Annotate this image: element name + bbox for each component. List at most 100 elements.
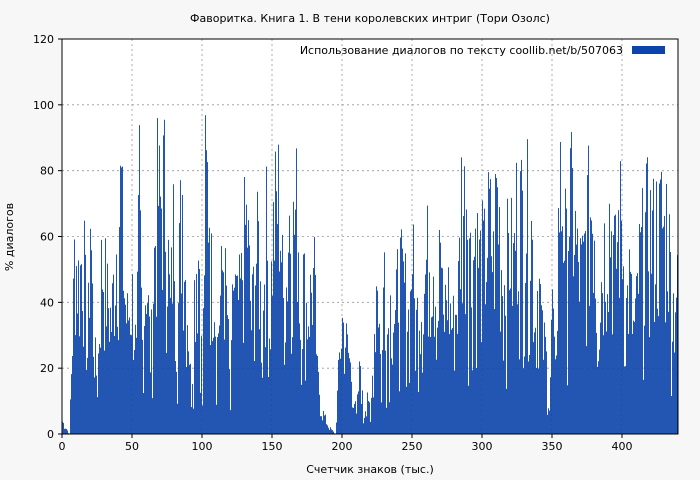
bar [451,329,452,434]
bar [402,248,403,434]
bar [554,336,555,434]
bar [594,240,595,434]
bar [410,291,411,434]
bar [87,357,88,434]
bar [92,283,93,434]
bar [404,282,405,434]
bar [66,428,67,434]
bar [543,359,544,434]
bar [129,317,130,434]
bar [545,336,546,434]
bar [156,316,157,434]
bar [495,174,496,434]
bar [464,166,465,434]
bar [444,331,445,434]
bar [652,210,653,434]
bar [171,247,172,434]
bar [351,381,352,434]
bar [504,285,505,434]
bar [219,325,220,434]
bar [139,125,140,434]
bar [540,284,541,434]
bar [512,305,513,434]
bar [511,197,512,434]
bar [343,322,344,434]
bar [249,245,250,434]
bar [93,356,94,434]
bar [130,334,131,434]
bar [397,249,398,434]
bar [288,252,289,434]
bar [471,307,472,434]
bar [74,239,75,434]
bar [638,293,639,434]
bar [392,364,393,434]
bar [277,224,278,434]
bar [86,369,87,434]
bar [484,208,485,434]
bar [64,428,65,434]
bar [318,371,319,434]
bar [593,292,594,434]
bar [455,314,456,434]
bar [97,397,98,434]
bar [363,423,364,434]
x-axis-label: Счетчик знаков (тыс.) [306,463,434,476]
bar [547,414,548,434]
bar [341,348,342,434]
bar [175,361,176,434]
bar [172,303,173,434]
bar [388,328,389,434]
bar [509,290,510,434]
bar [164,119,165,435]
bar [184,281,185,434]
bar [641,227,642,434]
bar [107,263,108,434]
bar [135,324,136,434]
bar [295,209,296,434]
bar [183,330,184,434]
bar [221,246,222,434]
bar [610,257,611,434]
bar [149,316,150,434]
bar [252,274,253,434]
bar [659,183,660,434]
bar [663,226,664,434]
bar [514,233,515,434]
bar [147,303,148,434]
bar [461,157,462,434]
bar [597,366,598,434]
bar [304,253,305,434]
bar [560,141,561,434]
bar [460,289,461,434]
bar [637,273,638,434]
bar [416,309,417,434]
bar [571,132,572,434]
bar [426,259,427,434]
bar [635,298,636,434]
bar [440,242,441,434]
bar [626,298,627,434]
bar [344,373,345,434]
bar [631,273,632,434]
bar [241,252,242,434]
bar [291,353,292,434]
bar [535,327,536,434]
bar [403,261,404,434]
bar [177,403,178,434]
bar [401,229,402,434]
x-tick-label: 150 [262,440,283,453]
bar [575,210,576,434]
bar [250,300,251,434]
bar [528,361,529,434]
bar [150,372,151,434]
bar [308,326,309,434]
bar [526,253,527,434]
bar [315,274,316,434]
bar [230,410,231,434]
bar [128,320,129,434]
bar [409,382,410,434]
bar [671,395,672,434]
bar [414,298,415,434]
